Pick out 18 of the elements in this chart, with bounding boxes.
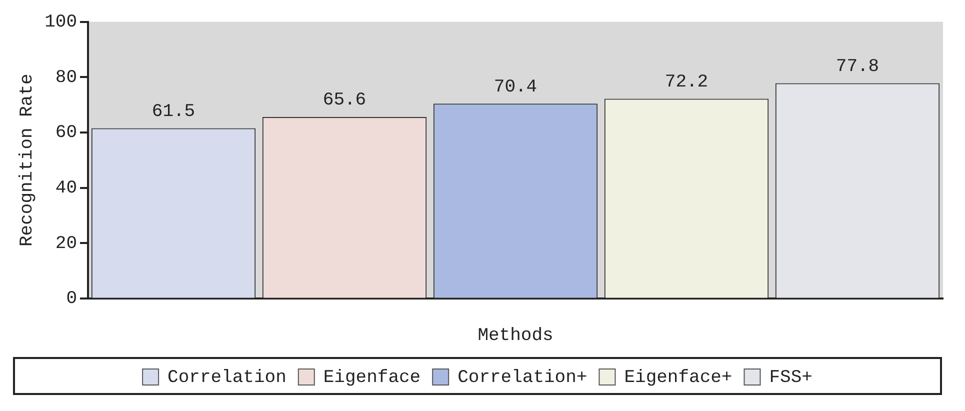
y-tick-label: 80 <box>55 68 78 88</box>
data-label: 65.6 <box>322 90 366 111</box>
legend-label: Correlation <box>168 368 286 388</box>
y-tick-label: 0 <box>66 289 78 310</box>
data-label: 77.8 <box>836 56 880 77</box>
y-tick-label: 20 <box>55 234 78 254</box>
y-tick-label: 40 <box>55 178 78 199</box>
data-label: 72.2 <box>664 72 708 92</box>
legend-label: Eigenface+ <box>624 368 732 388</box>
y-tick-label: 100 <box>44 12 78 33</box>
y-tick-label: 60 <box>55 123 78 144</box>
y-axis-title: Recognition Rate <box>18 74 38 247</box>
legend-label: Eigenface <box>323 368 421 388</box>
x-axis-title: Methods <box>478 326 554 346</box>
data-label: 61.5 <box>152 102 196 122</box>
legend-label: Correlation+ <box>458 368 588 388</box>
data-label: 70.4 <box>494 77 538 98</box>
legend-label: FSS+ <box>769 368 812 388</box>
